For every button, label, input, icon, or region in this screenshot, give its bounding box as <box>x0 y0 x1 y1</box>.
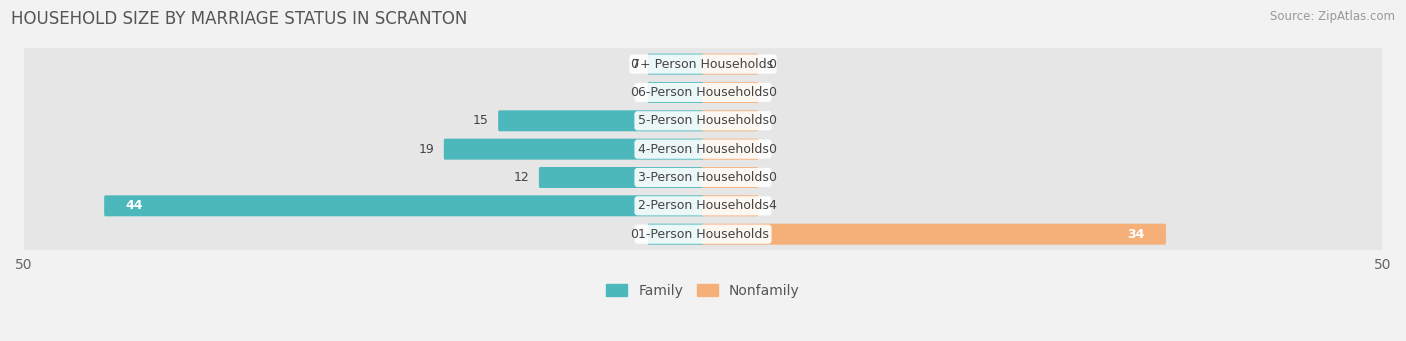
FancyBboxPatch shape <box>18 162 1388 193</box>
FancyBboxPatch shape <box>702 195 758 216</box>
FancyBboxPatch shape <box>538 167 704 188</box>
FancyBboxPatch shape <box>648 82 704 103</box>
Text: 15: 15 <box>472 114 488 127</box>
FancyBboxPatch shape <box>702 54 758 75</box>
FancyBboxPatch shape <box>18 218 1388 250</box>
Text: 0: 0 <box>768 58 776 71</box>
FancyBboxPatch shape <box>702 167 758 188</box>
FancyBboxPatch shape <box>18 77 1388 108</box>
Text: 0: 0 <box>768 143 776 155</box>
Text: 0: 0 <box>768 171 776 184</box>
Text: 6-Person Households: 6-Person Households <box>637 86 769 99</box>
FancyBboxPatch shape <box>702 139 758 160</box>
Text: 0: 0 <box>630 58 638 71</box>
Text: 0: 0 <box>768 114 776 127</box>
FancyBboxPatch shape <box>498 110 704 131</box>
FancyBboxPatch shape <box>444 139 704 160</box>
Text: 4-Person Households: 4-Person Households <box>637 143 769 155</box>
Text: 0: 0 <box>768 86 776 99</box>
Text: 12: 12 <box>513 171 529 184</box>
Text: 3-Person Households: 3-Person Households <box>637 171 769 184</box>
Text: 5-Person Households: 5-Person Households <box>637 114 769 127</box>
Text: 34: 34 <box>1128 228 1144 241</box>
Text: 7+ Person Households: 7+ Person Households <box>633 58 773 71</box>
Text: 44: 44 <box>125 199 143 212</box>
FancyBboxPatch shape <box>702 82 758 103</box>
Text: 19: 19 <box>418 143 434 155</box>
Text: 2-Person Households: 2-Person Households <box>637 199 769 212</box>
FancyBboxPatch shape <box>18 190 1388 222</box>
Text: 0: 0 <box>630 228 638 241</box>
Text: 0: 0 <box>630 86 638 99</box>
FancyBboxPatch shape <box>104 195 704 216</box>
FancyBboxPatch shape <box>18 48 1388 80</box>
FancyBboxPatch shape <box>18 133 1388 165</box>
FancyBboxPatch shape <box>648 224 704 245</box>
Text: 4: 4 <box>768 199 776 212</box>
FancyBboxPatch shape <box>648 54 704 75</box>
Legend: Family, Nonfamily: Family, Nonfamily <box>600 279 806 303</box>
Text: HOUSEHOLD SIZE BY MARRIAGE STATUS IN SCRANTON: HOUSEHOLD SIZE BY MARRIAGE STATUS IN SCR… <box>11 10 468 28</box>
FancyBboxPatch shape <box>18 105 1388 137</box>
FancyBboxPatch shape <box>702 110 758 131</box>
Text: Source: ZipAtlas.com: Source: ZipAtlas.com <box>1270 10 1395 23</box>
Text: 1-Person Households: 1-Person Households <box>637 228 769 241</box>
FancyBboxPatch shape <box>702 224 1166 245</box>
